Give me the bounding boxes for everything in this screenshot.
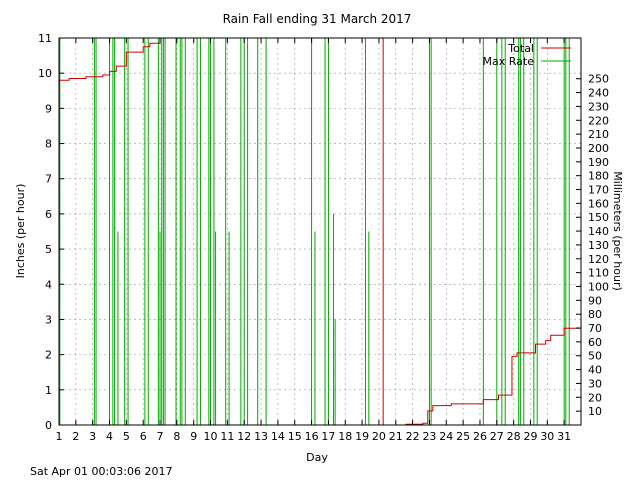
y2-tick-label: 140	[588, 225, 609, 238]
y2-tick-label: 220	[588, 114, 609, 127]
y-tick-label: 1	[45, 384, 52, 397]
x-tick-label: 13	[254, 430, 268, 443]
x-tick-label: 16	[305, 430, 319, 443]
y2-tick-label: 150	[588, 211, 609, 224]
x-tick-label: 24	[439, 430, 453, 443]
x-tick-label: 4	[106, 430, 113, 443]
y2-tick-label: 50	[588, 350, 602, 363]
y2-tick-label: 120	[588, 253, 609, 266]
y2-tick-label: 170	[588, 184, 609, 197]
x-tick-label: 17	[321, 430, 335, 443]
y-tick-label: 5	[45, 243, 52, 256]
y2-tick-label: 230	[588, 100, 609, 113]
y2-tick-label: 90	[588, 294, 602, 307]
y2-tick-label: 130	[588, 239, 609, 252]
y2-tick-label: 110	[588, 267, 609, 280]
x-tick-label: 29	[523, 430, 537, 443]
y-tick-label: 7	[45, 173, 52, 186]
y-tick-label: 0	[45, 419, 52, 432]
y-tick-label: 3	[45, 313, 52, 326]
y-tick-label: 9	[45, 102, 52, 115]
x-tick-label: 18	[338, 430, 352, 443]
y2-tick-label: 200	[588, 142, 609, 155]
x-tick-label: 14	[271, 430, 285, 443]
x-tick-label: 2	[72, 430, 79, 443]
y2-tick-label: 250	[588, 73, 609, 86]
x-tick-label: 19	[355, 430, 369, 443]
x-tick-label: 5	[123, 430, 130, 443]
y-tick-label: 10	[38, 67, 52, 80]
x-tick-label: 7	[157, 430, 164, 443]
x-tick-label: 1	[56, 430, 63, 443]
x-tick-label: 26	[473, 430, 487, 443]
x-axis-ticks: 1 2 3 4 5 6 7 8 9 10 11 12 13 14 15 16 17 18 19 20 21 22 23 24 2…	[56, 38, 571, 443]
x-tick-label: 20	[372, 430, 386, 443]
total-line	[59, 37, 581, 426]
y2-tick-label: 240	[588, 87, 609, 100]
x-tick-label: 15	[288, 430, 302, 443]
y-tick-label: 4	[45, 278, 52, 291]
x-axis-label: Day	[306, 451, 328, 464]
y2-axis-label: Millimeters (per hour)	[611, 171, 624, 291]
plot-frame	[58, 37, 582, 426]
x-tick-label: 22	[406, 430, 420, 443]
x-tick-label: 10	[204, 430, 218, 443]
x-tick-label: 21	[389, 430, 403, 443]
x-tick-label: 28	[507, 430, 521, 443]
y2-tick-label: 190	[588, 156, 609, 169]
x-tick-label: 12	[237, 430, 251, 443]
x-tick-label: 25	[456, 430, 470, 443]
y-axis-label: Inches (per hour)	[14, 184, 27, 279]
y-tick-label: 11	[38, 32, 52, 45]
y2-tick-label: 80	[588, 308, 602, 321]
x-tick-label: 6	[140, 430, 147, 443]
y2-tick-label: 40	[588, 364, 602, 377]
y2-tick-label: 30	[588, 377, 602, 390]
y-tick-label: 8	[45, 138, 52, 151]
y2-tick-label: 20	[588, 391, 602, 404]
x-tick-label: 11	[220, 430, 234, 443]
y2-tick-label: 60	[588, 336, 602, 349]
chart-title: Rain Fall ending 31 March 2017	[223, 12, 412, 26]
footer-timestamp: Sat Apr 01 00:03:06 2017	[30, 465, 172, 478]
series-layer	[59, 37, 581, 426]
y2-tick-label: 10	[588, 405, 602, 418]
y2-tick-label: 210	[588, 128, 609, 141]
grid-lines	[59, 38, 581, 425]
x-tick-label: 9	[190, 430, 197, 443]
y2-tick-label: 180	[588, 170, 609, 183]
y-tick-label: 6	[45, 208, 52, 221]
legend-label-total: Total	[507, 42, 534, 55]
x-tick-label: 31	[557, 430, 571, 443]
y-tick-label: 2	[45, 349, 52, 362]
x-tick-label: 27	[490, 430, 504, 443]
x-tick-label: 3	[89, 430, 96, 443]
y2-tick-label: 70	[588, 322, 602, 335]
y2-axis-ticks: 1020304050607080901001101201301401501601…	[576, 73, 609, 418]
y2-tick-label: 160	[588, 197, 609, 210]
x-tick-label: 8	[173, 430, 180, 443]
x-tick-label: 30	[540, 430, 554, 443]
x-tick-label: 23	[422, 430, 436, 443]
y-axis-ticks: 0 1 2 3 4 5 6 7 8 9 10 11	[38, 32, 64, 432]
legend: Total Max Rate	[483, 42, 571, 68]
legend-label-max-rate: Max Rate	[483, 55, 535, 68]
y2-tick-label: 100	[588, 280, 609, 293]
